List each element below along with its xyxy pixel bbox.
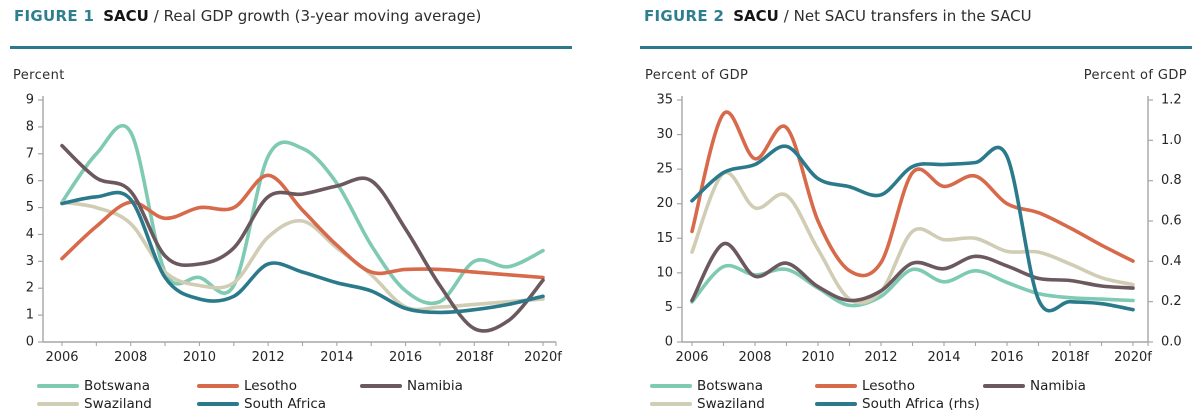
legend-label-south-africa-rhs: South Africa (rhs) (862, 396, 980, 412)
svg-text:15: 15 (656, 231, 673, 246)
figure1-title: / Real GDP growth (3-year moving average… (153, 7, 482, 25)
legend-item-swaziland: Swaziland (650, 396, 765, 412)
svg-text:10: 10 (656, 265, 673, 280)
svg-text:2020f: 2020f (1114, 350, 1152, 365)
svg-text:2018f: 2018f (1051, 350, 1089, 365)
svg-text:35: 35 (656, 93, 673, 108)
legend-label-lesotho: Lesotho (244, 378, 297, 394)
svg-text:1: 1 (26, 308, 34, 323)
svg-text:2014: 2014 (320, 350, 353, 365)
svg-text:5: 5 (26, 200, 34, 215)
svg-text:2016: 2016 (990, 350, 1023, 365)
svg-text:0.0: 0.0 (1161, 335, 1182, 350)
figure2-panel: FIGURE 2 SACU / Net SACU transfers in the … (630, 0, 1203, 418)
svg-text:0.8: 0.8 (1161, 173, 1182, 188)
svg-text:2010: 2010 (183, 350, 216, 365)
figure2-number: FIGURE 2 (644, 7, 725, 25)
svg-text:4: 4 (26, 227, 34, 242)
svg-text:3: 3 (26, 254, 34, 269)
figure1-chart-canvas: 0 1 2 3 4 5 6 7 8 9 2006 2008 2010 2012 2014 2016 2018f 2… (26, 93, 563, 366)
svg-text:2008: 2008 (738, 350, 771, 365)
svg-text:7: 7 (26, 146, 34, 161)
svg-text:2006: 2006 (675, 350, 708, 365)
legend-label-botswana: Botswana (697, 378, 763, 394)
svg-text:20: 20 (656, 196, 673, 211)
svg-text:25: 25 (656, 162, 673, 177)
legend-item-lesotho: Lesotho (815, 378, 915, 394)
svg-text:2020f: 2020f (524, 350, 562, 365)
legend-label-botswana: Botswana (84, 378, 150, 394)
botswana-line-swatch (650, 384, 692, 388)
svg-text:2: 2 (26, 281, 34, 296)
south-africa-line-swatch (815, 402, 857, 406)
namibia-line-swatch (360, 384, 402, 388)
figure2-divider (640, 46, 1192, 49)
legend-item-botswana: Botswana (37, 378, 150, 394)
svg-text:5: 5 (665, 300, 673, 315)
legend-label-lesotho: Lesotho (862, 378, 915, 394)
figure1-panel: FIGURE 1 SACU / Real GDP growth (3-year mo… (0, 0, 600, 418)
svg-text:0.6: 0.6 (1161, 214, 1182, 229)
svg-text:2016: 2016 (389, 350, 422, 365)
lesotho-line-swatch (815, 384, 857, 388)
legend-label-swaziland: Swaziland (84, 396, 152, 412)
legend-label-namibia: Namibia (407, 378, 463, 394)
botswana-line-swatch (37, 384, 79, 388)
swaziland-line-swatch (650, 402, 692, 406)
figure2-right-axis-label: Percent of GDP (1083, 68, 1187, 83)
namibia-line-swatch (983, 384, 1025, 388)
svg-text:2018f: 2018f (455, 350, 493, 365)
legend-item-south-africa-rhs: South Africa (rhs) (815, 396, 980, 412)
legend-item-namibia: Namibia (360, 378, 463, 394)
figure2-title: / Net SACU transfers in the SACU (783, 7, 1032, 25)
legend-label-south-africa: South Africa (244, 396, 327, 412)
legend-label-namibia: Namibia (1030, 378, 1086, 394)
legend-item-south-africa: South Africa (197, 396, 326, 412)
svg-text:2014: 2014 (927, 350, 960, 365)
svg-text:0: 0 (665, 335, 673, 350)
legend-item-botswana: Botswana (650, 378, 763, 394)
legend-item-namibia: Namibia (983, 378, 1086, 394)
legend-item-swaziland: Swaziland (37, 396, 152, 412)
figure1-divider (10, 46, 572, 49)
svg-text:2010: 2010 (801, 350, 834, 365)
figure1-region: SACU (103, 7, 149, 25)
svg-text:30: 30 (656, 127, 673, 142)
lesotho-line-swatch (197, 384, 239, 388)
svg-text:1.0: 1.0 (1161, 133, 1182, 148)
svg-text:8: 8 (26, 119, 34, 134)
figure2-header: FIGURE 2 SACU / Net SACU transfers in the … (644, 7, 1032, 25)
svg-text:2012: 2012 (864, 350, 897, 365)
figure1-number: FIGURE 1 (14, 7, 95, 25)
svg-text:6: 6 (26, 173, 34, 188)
figure1-y-axis-label: Percent (13, 68, 65, 83)
svg-text:0: 0 (26, 335, 34, 350)
svg-text:0.2: 0.2 (1161, 294, 1182, 309)
figure2-left-axis-label: Percent of GDP (645, 68, 749, 83)
svg-text:2012: 2012 (252, 350, 285, 365)
svg-text:1.2: 1.2 (1161, 93, 1182, 108)
legend-item-lesotho: Lesotho (197, 378, 297, 394)
svg-text:0.4: 0.4 (1161, 254, 1182, 269)
swaziland-line-swatch (37, 402, 79, 406)
figure2-chart-canvas: 0 5 10 15 20 25 30 35 0.0 0.2 0.4 0.6 0.8 1.0 1.2 2006 2… (656, 93, 1182, 366)
south-africa-line-swatch (197, 402, 239, 406)
figure2-region: SACU (733, 7, 779, 25)
legend-label-swaziland: Swaziland (697, 396, 765, 412)
svg-text:2008: 2008 (114, 350, 147, 365)
svg-text:2006: 2006 (45, 350, 78, 365)
figure1-header: FIGURE 1 SACU / Real GDP growth (3-year mo… (14, 7, 481, 25)
svg-text:9: 9 (26, 93, 34, 108)
